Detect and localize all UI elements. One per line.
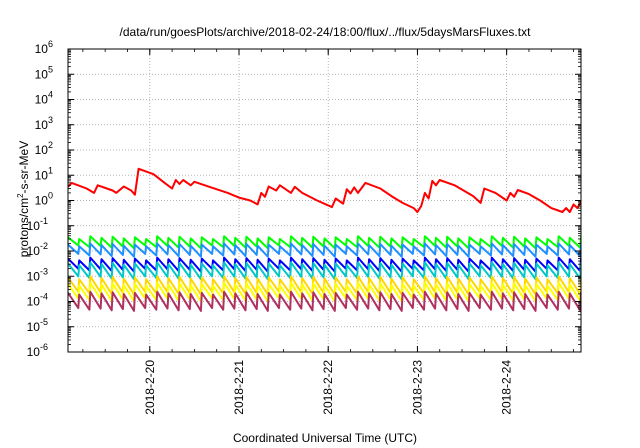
x-tick-label: 2018-2-23 <box>410 360 424 415</box>
x-tick-label: 2018-2-21 <box>232 360 246 415</box>
series-line-1 <box>68 167 581 213</box>
y-axis-label: protons/cm2-s-sr-MeV <box>16 141 31 257</box>
y-tick-label: 102 <box>35 140 53 157</box>
y-tick-label: 103 <box>35 115 53 132</box>
y-tick-label: 10-5 <box>27 317 48 334</box>
y-tick-label: 10-6 <box>27 342 48 359</box>
y-axis-label-sup: 2 <box>16 193 25 198</box>
y-tick-label: 10-2 <box>27 241 48 258</box>
series-line-3 <box>68 242 581 258</box>
y-tick-label: 105 <box>35 64 53 81</box>
chart-title: /data/run/goesPlots/archive/2018-02-24/1… <box>120 25 532 39</box>
x-axis-ticks: 2018-2-20 2018-2-21 2018-2-22 2018-2-23 2018… <box>82 49 574 415</box>
y-axis-label-tail: -s-sr-MeV <box>17 141 31 194</box>
y-axis-ticks: 10-6 10-5 10-4 10-3 10-2 10-1 100 101 102 103 104 1… <box>27 39 581 359</box>
y-tick-label: 106 <box>35 39 53 56</box>
series-line-5 <box>68 261 581 281</box>
y-tick-label: 10-1 <box>27 216 48 233</box>
y-tick-label: 10-3 <box>27 266 48 283</box>
series-layer <box>68 167 581 312</box>
y-tick-label: 104 <box>35 90 53 107</box>
y-axis-label-base: protons/cm <box>17 198 31 257</box>
y-tick-label: 10-4 <box>27 292 48 309</box>
x-tick-label: 2018-2-22 <box>321 360 335 415</box>
x-tick-label: 2018-2-24 <box>500 360 514 415</box>
y-tick-label: 100 <box>35 191 53 208</box>
x-tick-label: 2018-2-20 <box>143 360 157 415</box>
series-line-8 <box>68 290 581 312</box>
y-tick-label: 101 <box>35 165 53 182</box>
series-line-2 <box>68 235 581 250</box>
x-axis-label: Coordinated Universal Time (UTC) <box>233 431 417 445</box>
